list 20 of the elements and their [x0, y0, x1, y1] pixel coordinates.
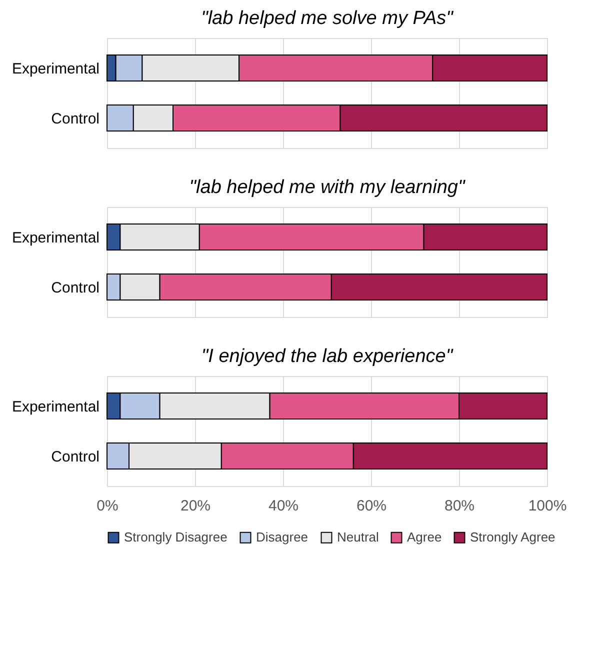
y-tick-label: Control [51, 110, 100, 128]
y-tick-label: Control [51, 280, 100, 296]
y-tick-label: Control [51, 448, 100, 466]
legend-label: Strongly Agree [470, 530, 556, 545]
legend-label: Disagree [256, 530, 308, 545]
chart-title: "lab helped me solve my PAs" [201, 8, 454, 29]
chart-title: "I enjoyed the lab experience" [201, 346, 454, 367]
legend-label: Neutral [337, 530, 380, 545]
x-tick-label: 40% [268, 498, 299, 514]
legend-label: Agree [407, 530, 442, 545]
x-tick-label: 20% [180, 498, 211, 514]
y-tick-label: Experimental [12, 230, 100, 246]
y-tick-label: Experimental [12, 60, 100, 78]
x-tick-label: 80% [444, 498, 475, 514]
x-tick-label: 0% [96, 498, 118, 514]
x-tick-label: 60% [356, 498, 387, 514]
legend-label: Strongly Disagree [124, 530, 228, 545]
chart-title: "lab helped me with my learning" [189, 177, 466, 198]
y-tick-label: Experimental [12, 398, 100, 416]
x-tick-label: 100% [528, 498, 567, 514]
